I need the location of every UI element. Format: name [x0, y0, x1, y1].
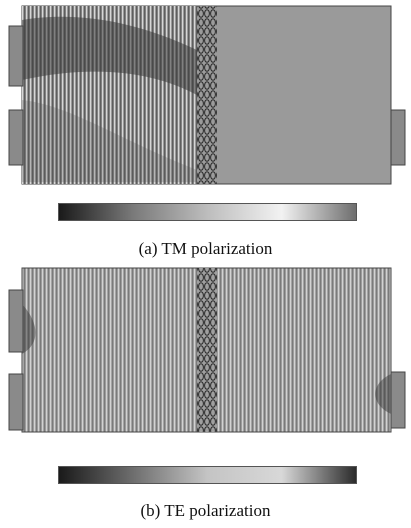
caption-b: (b) TE polarization — [140, 501, 271, 520]
input-port-lower — [8, 373, 24, 431]
input-port-upper — [8, 25, 24, 87]
intensity-spot-output — [375, 374, 391, 414]
panel-b-field-plot — [0, 264, 411, 436]
intensity-spot-input — [22, 304, 36, 354]
tm-field-svg — [8, 5, 406, 185]
te-field-svg — [8, 267, 406, 433]
photonic-crystal-column — [197, 6, 217, 184]
photonic-crystal-column — [197, 268, 217, 432]
input-port-upper — [8, 289, 24, 353]
colorbar-b — [58, 466, 357, 484]
caption-a: (a) TM polarization — [138, 239, 273, 258]
colorbar-a — [58, 203, 357, 221]
intensity-band-lower — [22, 100, 197, 182]
panel-a-field-plot — [0, 0, 411, 190]
output-port — [390, 109, 406, 166]
input-port-lower — [8, 109, 24, 166]
output-port — [390, 371, 406, 429]
intensity-band-upper — [22, 16, 197, 96]
